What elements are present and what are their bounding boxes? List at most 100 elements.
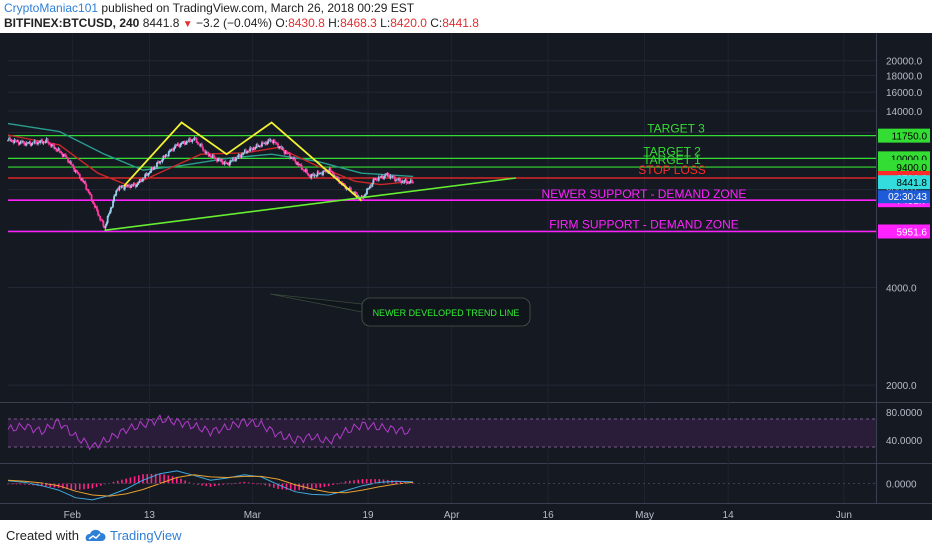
candle-body [238,154,241,156]
candle-body [59,151,62,153]
candle-body [329,168,332,172]
candle-body [43,141,46,143]
candle-body [242,152,245,154]
candle-body [272,140,275,144]
candle-body [15,140,18,142]
x-tick-label: Mar [244,510,262,520]
candle-body [189,138,192,141]
candle-body [410,179,412,183]
candle-body [114,194,117,197]
candle-body [184,143,187,145]
candle-body [286,153,289,154]
macd-histogram-bar [167,475,170,484]
candle-body [138,179,141,183]
candle-body [88,192,91,194]
candle-body [388,176,391,179]
candle-body [112,201,114,207]
candle-body [160,161,163,162]
candle-body [143,178,145,179]
firm-support-label: FIRM SUPPORT - DEMAND ZONE [549,217,739,231]
candle-body [239,154,242,158]
candle-body [240,154,243,158]
candle-body [165,155,168,157]
candle-body [256,144,259,147]
candle-body [213,156,216,159]
candle-body [221,160,224,164]
candle-body [320,172,322,174]
candle-body [236,157,239,158]
candle-body [368,188,371,189]
candle-body [54,147,57,149]
candle-body [374,178,377,180]
candle-body [62,154,65,157]
candle-body [29,142,32,146]
candle-body [131,184,134,186]
candle-body [147,173,150,176]
candle-body [313,174,316,177]
candle-body [78,173,81,179]
macd-histogram-bar [251,482,254,484]
candle-body [275,141,277,144]
candle-body [312,173,315,177]
candle-body [120,186,123,188]
footer: Created with TradingView [0,520,932,550]
chart-area[interactable]: 20000.018000.016000.014000.012000.010000… [0,33,932,520]
candle-body [401,181,404,184]
candle-body [161,159,164,162]
candle-body [273,140,276,142]
candle-body [373,179,376,181]
tradingview-brand-link[interactable]: TradingView [110,528,182,543]
candle-body [321,172,323,175]
macd-histogram-bar [382,479,385,484]
macd-histogram-bar [336,483,338,485]
candle-body [60,152,63,154]
candle-body [195,137,198,143]
macd-histogram-bar [159,473,161,484]
candle-body [162,155,165,160]
candle-body [153,166,156,169]
candle-body [18,142,21,145]
candle-body [371,182,374,187]
candle-body [206,152,209,153]
candle-body [166,155,169,157]
candle-body [175,144,178,146]
candle-body [261,142,263,147]
candle-body [133,183,136,185]
y-tick-label: 20000.0 [886,57,923,68]
candle-body [23,141,25,144]
candle-body [381,175,383,177]
chart-svg[interactable]: 20000.018000.016000.014000.012000.010000… [0,33,932,520]
candle-body [354,192,357,195]
candle-body [67,157,69,162]
macd-histogram-bar [142,474,144,484]
candle-body [407,182,410,183]
candle-body [74,170,77,172]
candle-body [91,200,94,203]
candle-body [391,176,394,178]
y-tick-label: 4000.0 [886,283,917,294]
candle-body [211,154,214,158]
candle-body [270,139,273,141]
macd-histogram-bar [19,483,22,485]
symbol-label: BITFINEX:BTCUSD, 240 [4,16,140,30]
candle-body [8,138,10,140]
candle-body [108,211,111,214]
candle-body [178,145,181,147]
candle-body [134,183,137,188]
macd-histogram-bar [340,482,343,484]
candle-body [227,162,230,166]
candle-body [322,171,324,175]
candle-body [49,143,52,147]
candle-body [182,141,185,143]
x-tick-label: 16 [543,510,555,520]
candle-body [207,152,210,156]
candle-body [232,158,234,161]
candle-body [297,163,300,166]
candle-body [102,220,105,227]
candle-body [223,161,226,165]
macd-histogram-bar [243,481,246,484]
candle-body [335,175,337,177]
author-link[interactable]: CryptoManiac101 [4,1,99,15]
candle-body [52,144,54,145]
candle-body [265,142,268,145]
